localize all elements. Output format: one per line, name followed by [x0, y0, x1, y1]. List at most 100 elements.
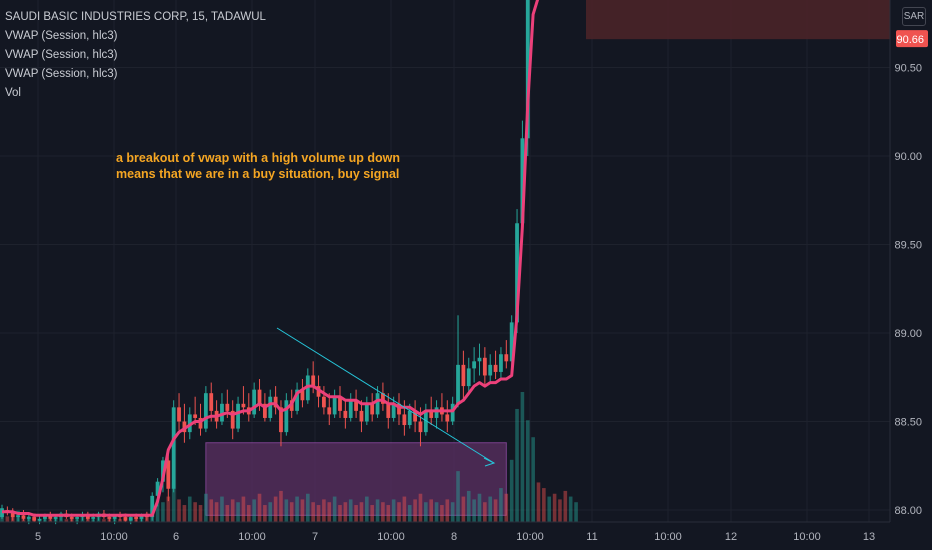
candle[interactable] [155, 481, 160, 496]
candle[interactable] [37, 518, 42, 521]
candle[interactable] [112, 515, 117, 519]
candle[interactable] [509, 322, 514, 362]
symbol-title[interactable]: SAUDI BASIC INDUSTRIES CORP, 15, TADAWUL [5, 11, 266, 23]
candle[interactable] [85, 515, 90, 519]
candle[interactable] [488, 364, 493, 376]
candle[interactable] [520, 138, 525, 224]
range-box[interactable] [205, 442, 507, 516]
candle[interactable] [198, 417, 203, 429]
trend-arrow-line[interactable] [276, 327, 495, 464]
candle[interactable] [171, 407, 176, 489]
study-vwap-3[interactable]: VWAP (Session, hlc3) [5, 68, 118, 80]
candle[interactable] [423, 410, 428, 433]
candle[interactable] [252, 389, 257, 415]
candle[interactable] [402, 414, 407, 426]
currency-button[interactable]: SAR [902, 7, 926, 26]
candle[interactable] [220, 403, 224, 422]
candle[interactable] [477, 357, 482, 362]
candle[interactable] [150, 495, 155, 518]
candle[interactable] [128, 517, 133, 521]
candle[interactable] [332, 396, 337, 415]
candle[interactable] [166, 460, 171, 489]
candle[interactable] [26, 517, 31, 519]
candle[interactable] [273, 396, 278, 408]
candle[interactable] [69, 517, 74, 519]
candle[interactable] [139, 515, 144, 519]
candle[interactable] [359, 410, 364, 422]
candle[interactable] [75, 517, 80, 519]
candle[interactable] [53, 517, 58, 519]
candle[interactable] [364, 403, 369, 422]
vwap-line[interactable] [2, 0, 576, 517]
volume-bar [177, 499, 181, 522]
stop-zone[interactable] [586, 0, 890, 40]
candle[interactable] [482, 357, 487, 376]
x-tick-label: 11 [586, 531, 597, 543]
candle[interactable] [456, 364, 460, 404]
candle[interactable] [311, 375, 316, 387]
study-volume[interactable]: Vol [5, 87, 21, 99]
candle[interactable] [295, 389, 299, 411]
volume-bar [509, 459, 514, 522]
volume-bar [418, 493, 423, 522]
candle[interactable] [450, 403, 455, 422]
candle[interactable] [413, 410, 418, 422]
candle[interactable] [370, 403, 375, 415]
candle[interactable] [381, 393, 385, 404]
candle[interactable] [241, 403, 246, 408]
candle[interactable] [43, 515, 47, 519]
candle[interactable] [225, 403, 230, 411]
candle[interactable] [348, 400, 353, 418]
candle[interactable] [445, 414, 450, 422]
candle[interactable] [397, 403, 401, 415]
candle[interactable] [493, 364, 498, 372]
candle[interactable] [515, 223, 519, 323]
candle[interactable] [499, 354, 503, 372]
candle[interactable] [472, 361, 477, 369]
price-label-stop[interactable] [896, 30, 928, 48]
candle[interactable] [32, 517, 37, 521]
candle[interactable] [386, 403, 391, 418]
study-vwap-1[interactable]: VWAP (Session, hlc3) [5, 30, 118, 42]
chart-annotation[interactable]: a breakout of vwap with a high volume up… [116, 150, 400, 182]
candle[interactable] [284, 400, 289, 433]
candle[interactable] [327, 407, 332, 415]
price-scale[interactable] [890, 0, 932, 550]
candle[interactable] [48, 515, 53, 519]
candle[interactable] [279, 407, 283, 433]
candle[interactable] [466, 368, 471, 387]
candle[interactable] [107, 517, 112, 519]
candle[interactable] [10, 511, 15, 518]
candle[interactable] [209, 393, 214, 411]
candle[interactable] [434, 407, 439, 418]
study-vwap-2[interactable]: VWAP (Session, hlc3) [5, 49, 118, 61]
candle[interactable] [193, 414, 198, 418]
candle[interactable] [236, 403, 240, 429]
candle[interactable] [461, 364, 466, 387]
volume-bar [563, 490, 568, 522]
candle[interactable] [262, 403, 267, 418]
candle[interactable] [268, 396, 273, 418]
candle[interactable] [343, 410, 348, 418]
candle[interactable] [257, 389, 262, 404]
candle[interactable] [322, 396, 326, 408]
candle[interactable] [300, 389, 305, 401]
candle[interactable] [525, 0, 530, 139]
candle[interactable] [123, 517, 128, 521]
candle[interactable] [407, 410, 412, 426]
candle[interactable] [354, 400, 358, 411]
candle[interactable] [177, 407, 181, 422]
candle[interactable] [203, 393, 208, 429]
candle[interactable] [429, 410, 434, 418]
candle[interactable] [391, 403, 396, 418]
candle[interactable] [21, 515, 26, 519]
candle[interactable] [91, 517, 96, 519]
candle[interactable] [504, 354, 509, 362]
candle[interactable] [16, 515, 20, 518]
candle[interactable] [134, 517, 139, 519]
candle[interactable] [418, 421, 423, 433]
candle[interactable] [375, 393, 380, 415]
candle[interactable] [230, 410, 235, 429]
candle[interactable] [338, 396, 342, 411]
